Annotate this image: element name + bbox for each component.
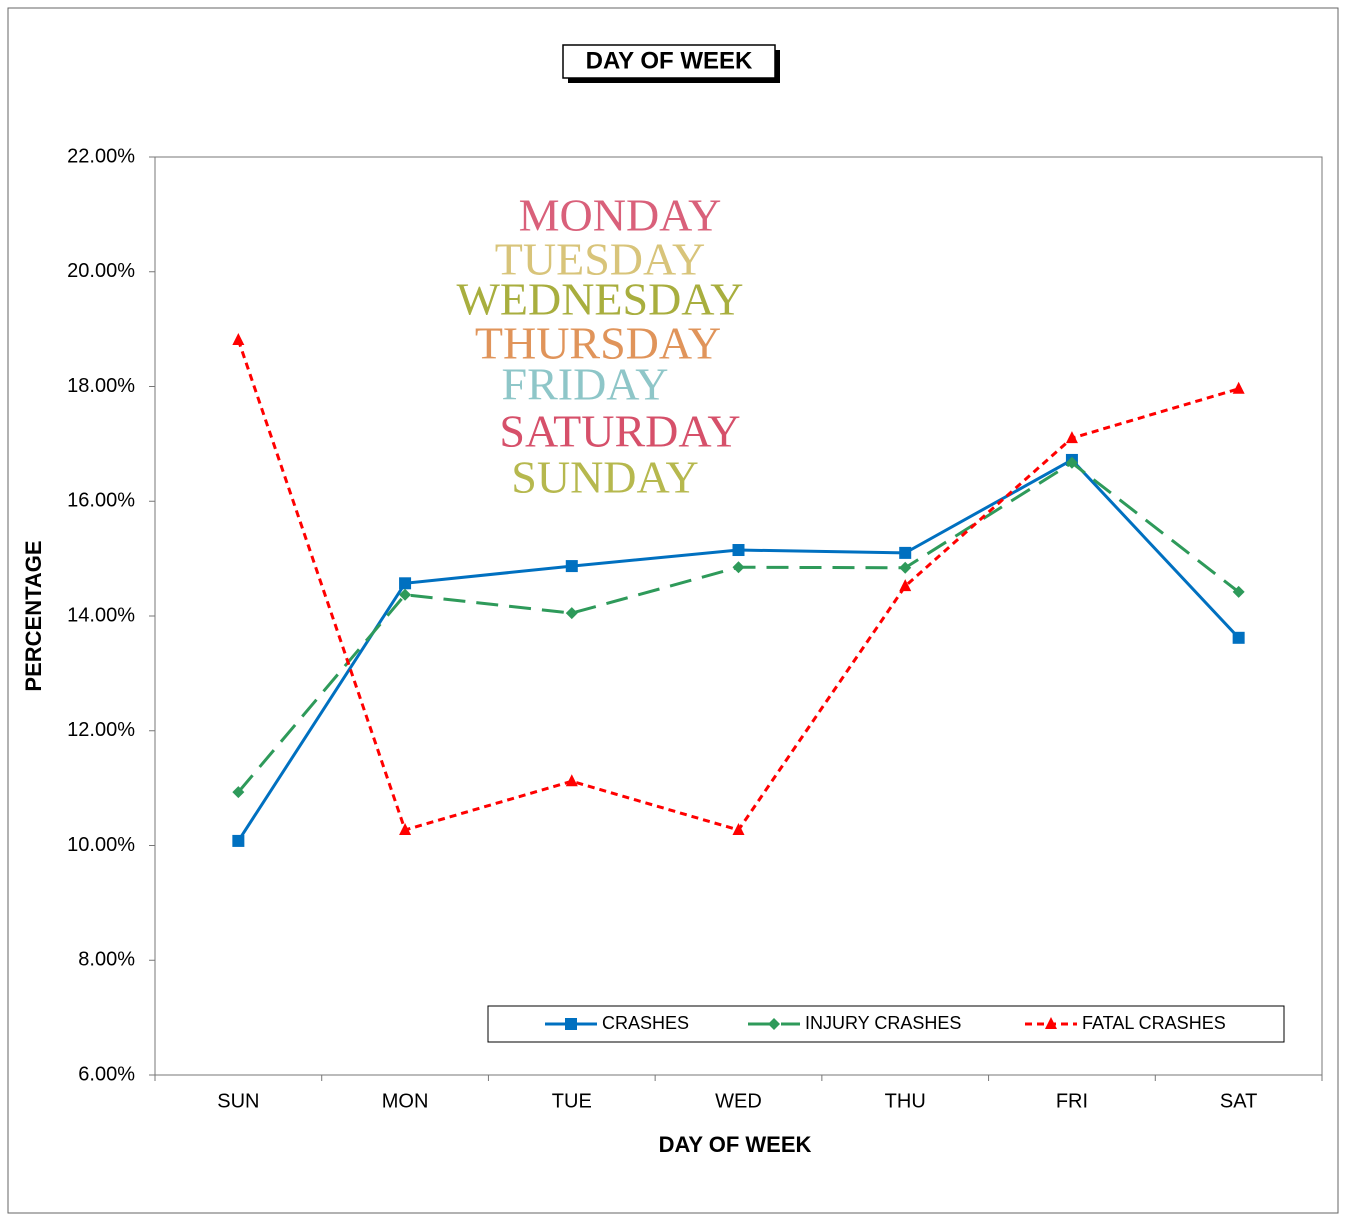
y-tick-label: 20.00% [67, 260, 135, 282]
marker [732, 823, 745, 836]
marker [232, 834, 245, 847]
marker [232, 786, 245, 799]
marker [232, 333, 245, 346]
image-word: SATURDAY [499, 406, 740, 457]
y-tick-label: 6.00% [78, 1063, 135, 1085]
x-tick-label: FRI [1056, 1090, 1088, 1112]
x-tick-label: TUE [552, 1090, 592, 1112]
marker [1232, 585, 1245, 598]
marker [565, 607, 578, 620]
legend-label: FATAL CRASHES [1082, 1013, 1226, 1033]
marker [399, 588, 412, 601]
image-word: MONDAY [519, 190, 722, 241]
x-tick-label: MON [382, 1090, 429, 1112]
x-axis-label: DAY OF WEEK [659, 1132, 812, 1157]
x-tick-label: WED [715, 1090, 762, 1112]
y-tick-label: 10.00% [67, 834, 135, 856]
y-tick-label: 16.00% [67, 490, 135, 512]
marker [1065, 456, 1078, 469]
marker [565, 774, 578, 787]
y-tick-label: 12.00% [67, 719, 135, 741]
marker [732, 561, 745, 574]
y-tick-label: 14.00% [67, 604, 135, 626]
marker [1232, 381, 1245, 394]
image-word: TUESDAY [495, 234, 705, 285]
title-box [562, 44, 776, 79]
marker [399, 823, 412, 836]
image-word: THURSDAY [475, 318, 721, 369]
marker [899, 579, 912, 592]
image-word: WEDNESDAY [456, 274, 743, 325]
chart-title: DAY OF WEEK [586, 47, 753, 74]
y-axis-label: PERCENTAGE [21, 540, 46, 691]
marker [1065, 431, 1078, 444]
legend-label: INJURY CRASHES [805, 1013, 961, 1033]
marker [899, 546, 912, 559]
legend-label: CRASHES [602, 1013, 689, 1033]
decorative-image: MONDAYTUESDAYWEDNESDAYTHURSDAYFRIDAYSATU… [456, 190, 743, 503]
x-tick-label: SAT [1220, 1090, 1257, 1112]
image-word: SUNDAY [511, 452, 698, 503]
marker [565, 560, 578, 573]
marker [899, 561, 912, 574]
x-tick-label: SUN [217, 1090, 259, 1112]
y-tick-label: 18.00% [67, 375, 135, 397]
legend-marker [768, 1018, 780, 1030]
y-tick-label: 22.00% [67, 145, 135, 167]
image-word: FRIDAY [501, 359, 668, 410]
x-tick-label: THU [885, 1090, 926, 1112]
marker [399, 577, 412, 590]
legend-marker [565, 1018, 577, 1030]
legend-marker [1045, 1017, 1057, 1029]
legend-box [487, 1005, 1285, 1043]
y-tick-label: 8.00% [78, 949, 135, 971]
marker [1232, 631, 1245, 644]
marker [732, 544, 745, 557]
